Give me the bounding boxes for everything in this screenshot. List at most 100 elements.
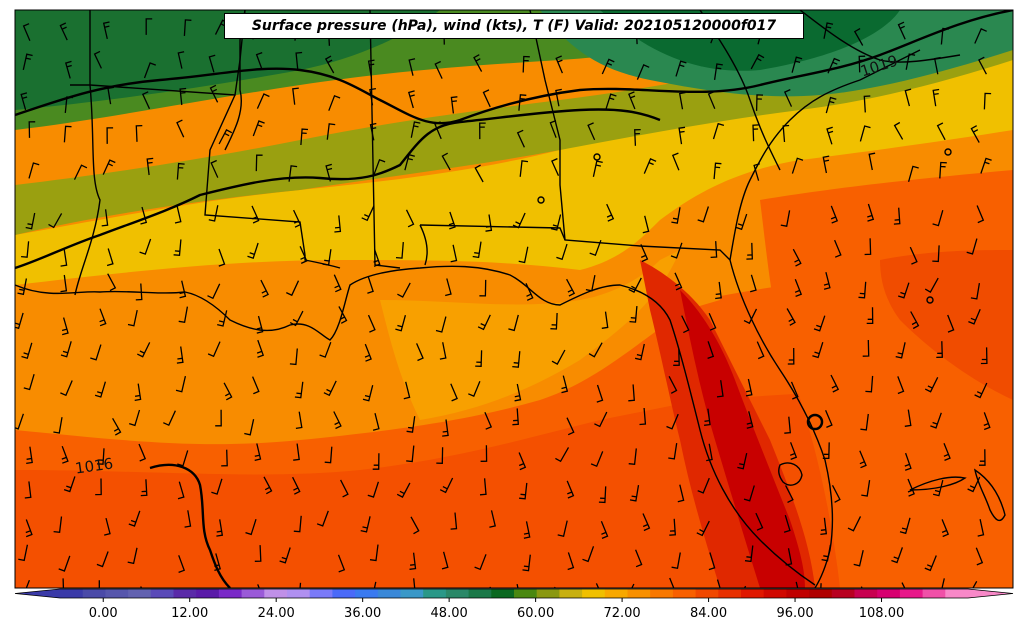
colorbar-swatch [786,589,810,598]
wind-barb [519,482,528,500]
wind-barb [642,513,651,532]
wind-barb [25,579,31,588]
wind-barb [489,510,496,528]
wind-barb [634,128,641,146]
wind-barb [472,241,482,259]
wind-barb [974,382,988,399]
wind-barb [670,242,683,259]
wind-barb [566,480,575,499]
wind-barb [177,450,189,467]
wind-barb [924,277,939,293]
colorbar-swatch [877,589,901,598]
wind-barb [53,516,63,534]
wind-barb [435,316,447,333]
wind-barb [252,120,265,137]
wind-barb [822,155,830,174]
wind-barb [260,279,269,298]
coastline-atlantic [729,49,921,261]
wind-barb [745,378,753,397]
colorbar-swatch [604,589,629,598]
state-border-ms-river [224,10,246,151]
wind-barb [677,484,685,503]
wind-barb [605,93,617,110]
wind-barb [139,238,152,255]
wind-barb [753,163,760,181]
wind-barb [707,341,715,360]
wind-barb [96,448,105,465]
wind-barb [847,516,862,532]
wind-barb [21,342,33,360]
wind-barb [107,86,115,105]
wind-barb [223,382,233,401]
wind-barb [628,384,635,402]
wind-barb [589,239,602,257]
wind-barb [523,521,531,539]
colorbar-swatch [241,589,265,598]
colorbar-swatch [150,589,175,598]
colorbar-swatch [60,589,84,598]
wind-barb [288,165,298,182]
wind-barb [979,449,986,466]
state-border-al-fl [419,224,428,266]
wind-barb [834,239,842,258]
wind-barb [63,125,72,143]
wind-barb [61,445,69,464]
wind-barb [643,158,657,174]
temperature-florida-core [680,290,805,588]
wind-barb [697,477,710,494]
wind-barb [567,552,575,571]
wind-barb [173,239,182,257]
wind-barb [367,275,374,294]
wind-barb [901,582,906,588]
wind-barb [970,125,980,143]
wind-barb [221,449,228,467]
wind-barb [479,478,487,496]
wind-barb [737,452,748,470]
wind-barb [484,411,493,430]
wind-barb [865,375,874,393]
wind-barb [932,479,944,497]
colorbar-tick-label: 108.00 [858,606,905,621]
wind-barb [254,443,262,462]
wind-barb [895,342,906,359]
wind-barb [135,124,143,142]
wind-barb [106,127,114,144]
wind-barb [555,55,563,74]
wind-barb [407,90,415,109]
wind-barb [146,157,154,176]
wind-barb [858,281,867,299]
wind-barb [373,158,386,176]
wind-barb [668,375,678,394]
wind-barb [636,64,650,80]
colorbar-swatch [173,589,197,598]
wind-barb [924,555,937,572]
wind-barb [780,210,791,227]
state-border-la-ms [204,94,306,256]
colorbar-swatch [514,589,538,598]
wind-barb [450,512,458,530]
state-border-ms-al [369,10,376,266]
wind-barb [566,278,576,297]
wind-barb [555,88,562,107]
wind-barb [904,409,912,427]
wind-barb [966,238,978,255]
lake-marker-2 [537,196,545,204]
wind-barb [706,443,713,462]
wind-barb [21,241,30,258]
wind-barb [936,341,943,359]
wind-barb [361,205,375,222]
wind-barb [143,62,157,79]
wind-barb [628,277,642,293]
colorbar-swatch [218,589,243,598]
wind-barb [868,152,876,171]
wind-barb [364,343,372,362]
wind-barb [867,203,875,222]
wind-barb [899,517,911,535]
wind-barb [713,162,722,180]
wind-barb [585,274,596,292]
wind-barb [140,479,148,497]
wind-barb [930,412,942,429]
wind-barb [746,411,754,429]
wind-barb [340,479,349,498]
wind-barb [135,283,143,301]
